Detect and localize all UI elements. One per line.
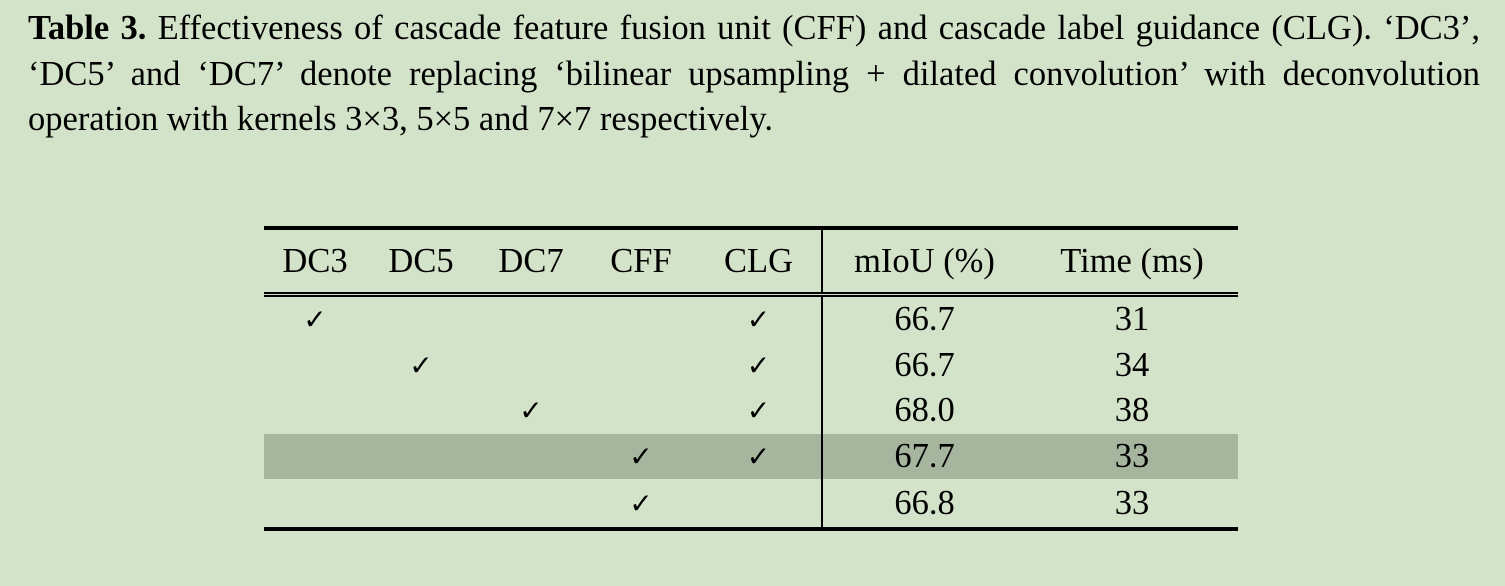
cell-clg <box>696 479 823 529</box>
cell-clg: ✓ <box>696 388 823 434</box>
cell-dc5 <box>366 433 476 479</box>
results-table-container: DC3 DC5 DC7 CFF CLG mIoU (%) Time (ms) ✓… <box>264 226 1238 531</box>
header-cff: CFF <box>610 241 672 280</box>
header-dc5: DC5 <box>388 241 454 280</box>
header-miou: mIoU (%) <box>854 241 995 280</box>
cell-time: 33 <box>1026 433 1238 479</box>
cell-cff <box>586 388 696 434</box>
cell-cff: ✓ <box>629 486 653 520</box>
cell-dc3 <box>264 388 366 434</box>
table-header-row: DC3 DC5 DC7 CFF CLG mIoU (%) Time (ms) <box>264 228 1238 295</box>
cell-dc3 <box>264 433 366 479</box>
cell-dc7 <box>476 479 586 529</box>
cell-time: 31 <box>1114 300 1150 339</box>
cell-dc3: ✓ <box>303 303 327 337</box>
cell-cff <box>586 343 696 389</box>
cell-dc5 <box>366 295 476 343</box>
cell-dc5 <box>366 388 476 434</box>
cell-miou: 67.7 <box>822 433 1026 479</box>
table-row: ✓ ✓ 66.7 34 <box>264 342 1238 389</box>
header-time: Time (ms) <box>1060 241 1204 280</box>
table-caption: Table 3. Effectiveness of cascade featur… <box>28 6 1480 143</box>
cell-time: 33 <box>1114 483 1150 522</box>
cell-miou: 68.0 <box>894 391 955 430</box>
cell-dc7 <box>476 343 586 389</box>
cell-miou: 66.8 <box>894 483 955 522</box>
cell-dc7 <box>476 295 586 343</box>
table-row: ✓ ✓ 66.7 31 <box>264 294 1238 343</box>
caption-label: Table 3. <box>28 9 147 47</box>
results-table: DC3 DC5 DC7 CFF CLG mIoU (%) Time (ms) ✓… <box>264 226 1238 531</box>
cell-cff: ✓ <box>586 433 696 479</box>
cell-cff <box>586 295 696 343</box>
cell-miou: 66.7 <box>894 300 955 339</box>
cell-dc5 <box>366 479 476 529</box>
table-row-highlighted: ✓ ✓ 67.7 33 <box>264 433 1238 479</box>
cell-dc7: ✓ <box>519 394 543 428</box>
cell-dc3 <box>264 479 366 529</box>
cell-clg: ✓ <box>696 294 823 343</box>
caption-text: Effectiveness of cascade feature fusion … <box>28 9 1480 138</box>
cell-dc5: ✓ <box>409 348 433 382</box>
cell-dc3 <box>264 343 366 389</box>
cell-clg: ✓ <box>696 433 823 479</box>
cell-clg: ✓ <box>696 342 823 388</box>
table-row: ✓ 66.8 33 <box>264 479 1238 529</box>
cell-time: 38 <box>1114 391 1150 430</box>
header-clg: CLG <box>696 228 823 295</box>
table-row: ✓ ✓ 68.0 38 <box>264 388 1238 434</box>
header-dc3: DC3 <box>282 241 348 280</box>
cell-miou: 66.7 <box>894 345 955 384</box>
header-dc7: DC7 <box>498 241 564 280</box>
cell-dc7 <box>476 433 586 479</box>
cell-time: 34 <box>1114 345 1150 384</box>
